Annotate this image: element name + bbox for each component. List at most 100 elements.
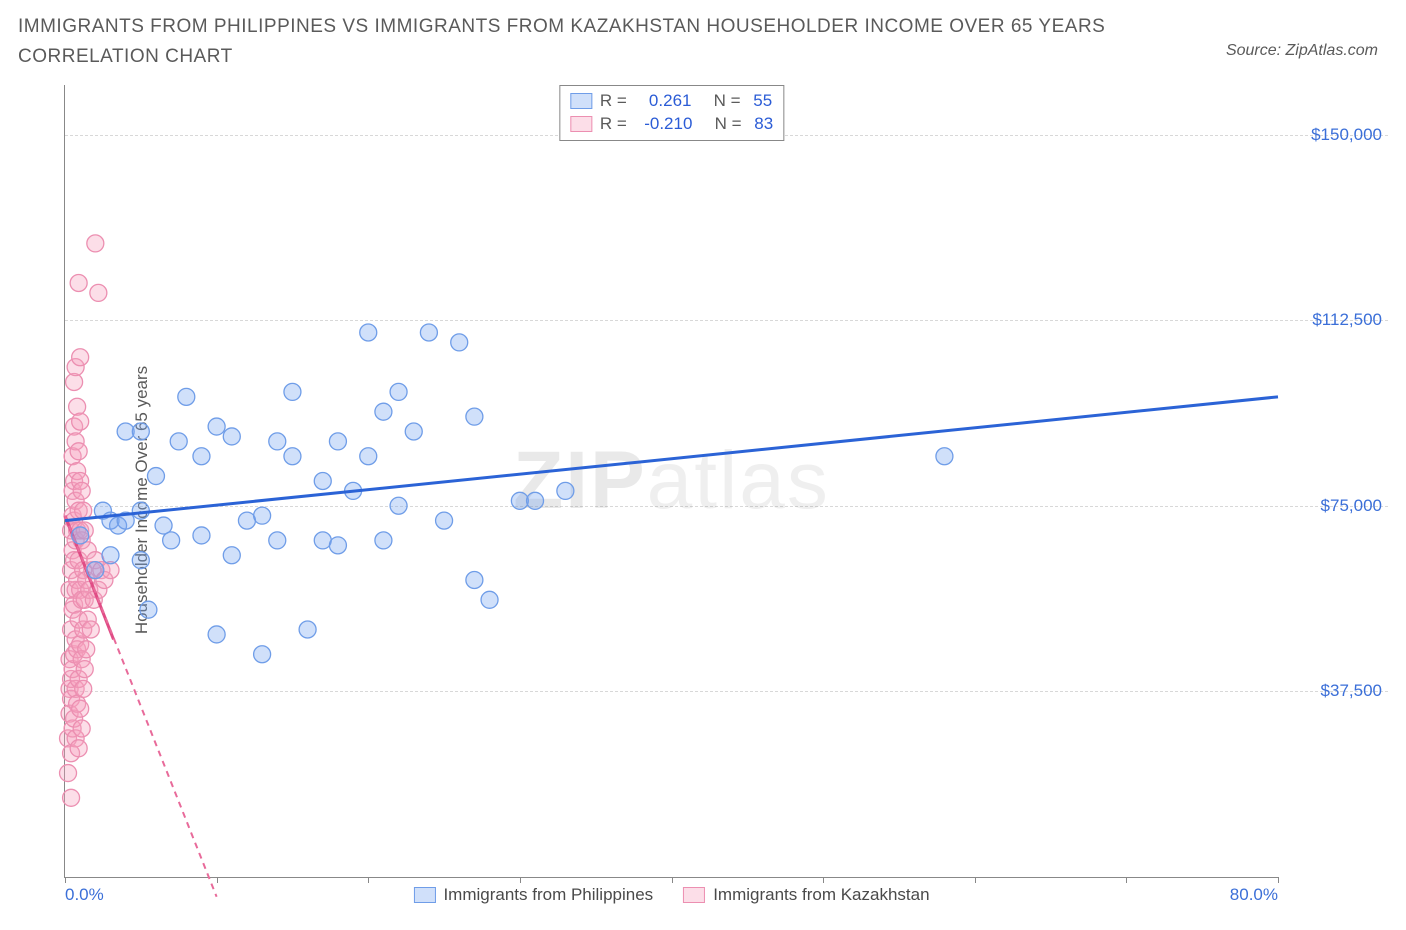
y-tick-label: $75,000: [1321, 496, 1382, 516]
data-point: [466, 572, 483, 589]
x-tick: [217, 877, 218, 883]
data-point: [420, 324, 437, 341]
legend-row: R = -0.210 N = 83: [570, 113, 773, 136]
data-point: [72, 349, 89, 366]
data-point: [70, 443, 87, 460]
data-point: [375, 532, 392, 549]
data-point: [284, 383, 301, 400]
data-point: [527, 492, 544, 509]
data-point: [223, 428, 240, 445]
bottom-legend-label: Immigrants from Philippines: [443, 885, 653, 905]
data-point: [73, 720, 90, 737]
data-point: [269, 433, 286, 450]
data-point: [60, 765, 77, 782]
x-tick-label: 0.0%: [65, 885, 104, 905]
trend-line: [65, 397, 1278, 521]
data-point: [375, 403, 392, 420]
legend-swatch: [570, 93, 592, 109]
data-point: [481, 591, 498, 608]
data-point: [390, 383, 407, 400]
data-point: [269, 532, 286, 549]
data-point: [72, 700, 89, 717]
data-point: [90, 284, 107, 301]
data-point: [72, 527, 89, 544]
data-point: [140, 601, 157, 618]
legend-row: R = 0.261 N = 55: [570, 90, 773, 113]
data-point: [466, 408, 483, 425]
data-point: [223, 547, 240, 564]
data-point: [163, 532, 180, 549]
legend-n-label: N =: [700, 113, 746, 136]
data-point: [102, 547, 119, 564]
legend-swatch: [570, 116, 592, 132]
data-point: [82, 621, 99, 638]
data-point: [178, 388, 195, 405]
data-point: [254, 646, 271, 663]
legend-box: R = 0.261 N = 55R = -0.210 N = 83: [559, 85, 784, 141]
legend-swatch: [683, 887, 705, 903]
data-point: [405, 423, 422, 440]
bottom-legend-item: Immigrants from Philippines: [413, 885, 653, 905]
data-point: [329, 433, 346, 450]
data-point: [511, 492, 528, 509]
chart-title: IMMIGRANTS FROM PHILIPPINES VS IMMIGRANT…: [18, 12, 1206, 73]
x-tick: [1278, 877, 1279, 883]
x-tick: [520, 877, 521, 883]
data-point: [75, 680, 92, 697]
data-point: [208, 626, 225, 643]
bottom-legend: Immigrants from Philippines Immigrants fr…: [413, 885, 929, 905]
x-tick: [672, 877, 673, 883]
legend-n-value: 83: [754, 113, 773, 136]
data-point: [436, 512, 453, 529]
data-point: [360, 448, 377, 465]
plot-svg: [65, 85, 1278, 877]
data-point: [132, 423, 149, 440]
bottom-legend-item: Immigrants from Kazakhstan: [683, 885, 929, 905]
data-point: [87, 235, 104, 252]
data-point: [132, 502, 149, 519]
data-point: [72, 413, 89, 430]
data-point: [390, 497, 407, 514]
legend-n-value: 55: [753, 90, 772, 113]
data-point: [117, 423, 134, 440]
data-point: [451, 334, 468, 351]
data-point: [193, 527, 210, 544]
x-tick: [65, 877, 66, 883]
data-point: [73, 482, 90, 499]
chart-container: Householder Income Over 65 years ZIPatla…: [16, 85, 1388, 914]
data-point: [193, 448, 210, 465]
legend-swatch: [413, 887, 435, 903]
data-point: [314, 532, 331, 549]
data-point: [170, 433, 187, 450]
data-point: [299, 621, 316, 638]
data-point: [87, 562, 104, 579]
data-point: [314, 473, 331, 490]
bottom-legend-label: Immigrants from Kazakhstan: [713, 885, 929, 905]
data-point: [284, 448, 301, 465]
data-point: [69, 398, 86, 415]
source-label: Source: ZipAtlas.com: [1226, 42, 1378, 60]
data-point: [78, 641, 95, 658]
data-point: [70, 740, 87, 757]
data-point: [936, 448, 953, 465]
legend-r-value: 0.261: [644, 90, 691, 113]
x-tick: [975, 877, 976, 883]
data-point: [208, 418, 225, 435]
data-point: [76, 661, 93, 678]
plot-area: ZIPatlas R = 0.261 N = 55R = -0.210 N = …: [64, 85, 1278, 878]
data-point: [238, 512, 255, 529]
y-tick-label: $112,500: [1312, 310, 1382, 330]
y-tick-label: $150,000: [1311, 125, 1382, 145]
x-tick: [1126, 877, 1127, 883]
y-tick-label: $37,500: [1321, 681, 1382, 701]
legend-r-value: -0.210: [644, 113, 692, 136]
legend-n-label: N =: [699, 90, 745, 113]
data-point: [329, 537, 346, 554]
data-point: [70, 275, 87, 292]
x-tick: [368, 877, 369, 883]
data-point: [557, 482, 574, 499]
data-point: [254, 507, 271, 524]
x-tick-label: 80.0%: [1230, 885, 1278, 905]
data-point: [63, 789, 80, 806]
data-point: [147, 468, 164, 485]
